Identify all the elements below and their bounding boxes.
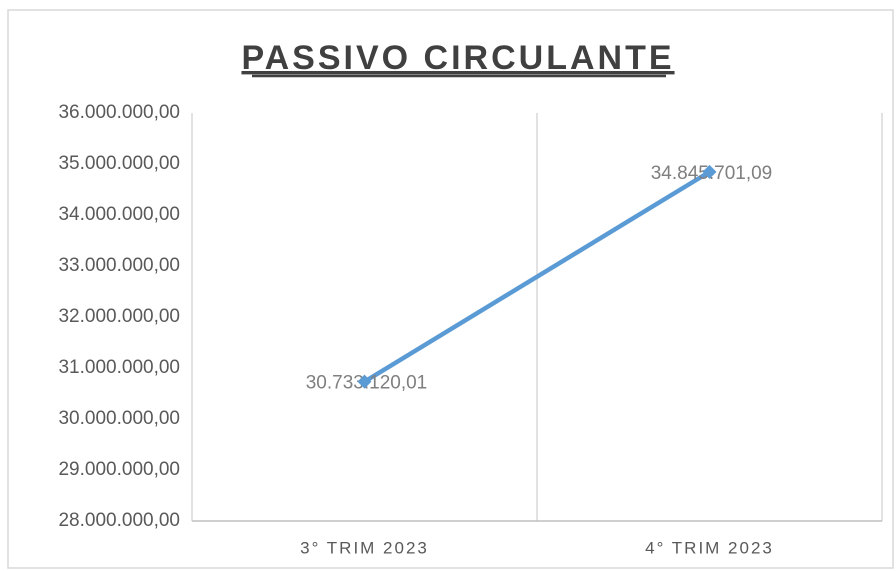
y-tick-label: 29.000.000,00 [58,459,180,480]
y-tick-label: 33.000.000,00 [58,255,180,276]
data-point [357,374,372,389]
x-tick-label: 3° TRIM 2023 [300,538,429,557]
y-tick-label: 28.000.000,00 [58,510,180,531]
data-point [702,164,717,179]
line-series [362,169,712,384]
y-tick-label: 36.000.000,00 [58,102,180,123]
x-tick-label: 4° TRIM 2023 [645,538,774,557]
chart-title: PASSIVO CIRCULANTE [241,39,674,77]
y-tick-label: 30.000.000,00 [58,408,180,429]
y-tick-label: 34.000.000,00 [58,204,180,225]
y-tick-label: 32.000.000,00 [58,306,180,327]
chart-frame [7,9,894,569]
y-tick-label: 31.000.000,00 [58,357,180,378]
y-tick-label: 35.000.000,00 [58,153,180,174]
